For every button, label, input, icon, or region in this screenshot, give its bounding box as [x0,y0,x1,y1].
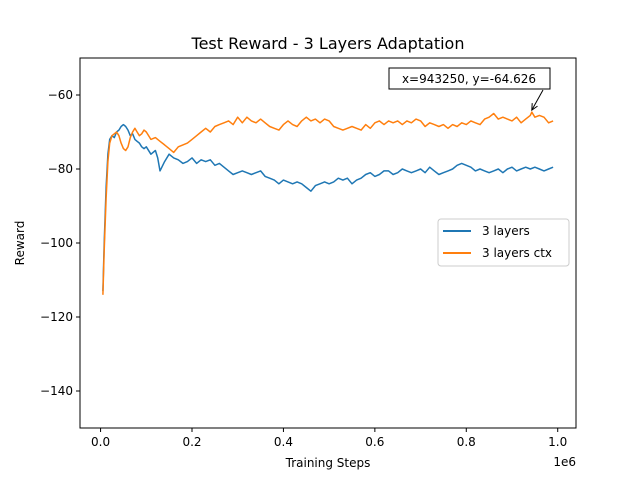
annotation-arrowhead [531,103,538,112]
series-line-3-layers-ctx [102,111,554,295]
x-tick-label: 0.4 [274,435,293,449]
y-tick-label: −60 [48,88,73,102]
legend: 3 layers 3 layers ctx [437,218,570,267]
x-axis-ticks: 0.0 0.2 0.4 0.6 0.8 1.0 [91,428,567,449]
x-tick-label: 1.0 [548,435,567,449]
plot-frame [79,57,577,429]
y-axis-label: Reward [13,221,27,266]
y-axis-ticks: −140 −120 −100 −80 −60 [40,88,80,398]
x-tick-label: 0.6 [365,435,384,449]
y-tick-label: −120 [40,310,73,324]
x-axis-label: Training Steps [285,456,371,470]
series-line-3-layers [102,123,554,292]
y-tick-label: −140 [40,384,73,398]
annotation: x=943250, y=-64.626 [388,67,551,112]
x-axis-offset-label: 1e6 [553,455,576,469]
legend-label-3-layers: 3 layers [482,224,530,238]
annotation-box [388,67,551,90]
x-tick-label: 0.0 [91,435,110,449]
x-tick-label: 0.8 [457,435,476,449]
x-tick-label: 0.2 [182,435,201,449]
annotation-text: x=943250, y=-64.626 [402,72,536,86]
annotation-arrow [531,89,544,111]
series-layer [102,111,554,295]
chart-title: Test Reward - 3 Layers Adaptation [191,34,465,53]
y-tick-label: −100 [40,236,73,250]
legend-label-3-layers-ctx: 3 layers ctx [482,246,552,260]
y-tick-label: −80 [48,162,73,176]
